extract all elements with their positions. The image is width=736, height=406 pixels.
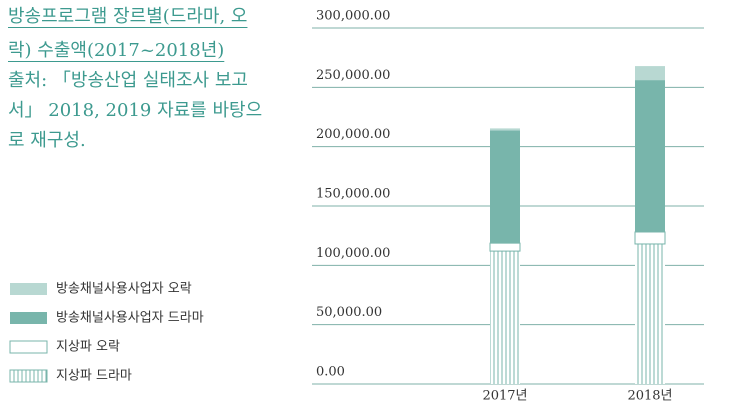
y-tick-label: 250,000.00 — [316, 68, 390, 83]
chart-title: 방송프로그램 장르별(드라마, 오락) 수출액(2017~2018년) — [8, 0, 270, 68]
legend-swatch — [10, 312, 47, 324]
bar-segment — [489, 242, 521, 252]
bar-segment — [635, 80, 665, 232]
bar-segment — [634, 231, 666, 245]
legend-swatch — [10, 283, 47, 295]
bar-segment — [490, 128, 520, 131]
chart-title-text: 방송프로그램 장르별(드라마, 오락) 수출액(2017~2018년) — [8, 6, 248, 61]
bar-segment — [490, 251, 520, 384]
y-tick-label: 100,000.00 — [316, 246, 390, 261]
bar-segment — [635, 66, 665, 81]
x-tick-label: 2018년 — [627, 389, 672, 404]
legend-label: 지상파 드라마 — [56, 369, 132, 384]
legend-label: 방송채널사용사업자 오락 — [56, 282, 192, 297]
x-tick-label: 2017년 — [482, 389, 527, 404]
y-tick-label: 50,000.00 — [316, 305, 382, 320]
y-tick-label: 200,000.00 — [316, 127, 390, 142]
legend-label: 지상파 오락 — [56, 340, 120, 355]
y-tick-label: 0.00 — [316, 365, 345, 380]
bar-segment — [635, 243, 665, 384]
y-tick-label: 150,000.00 — [316, 187, 390, 202]
legend-label: 방송채널사용사업자 드라마 — [56, 311, 204, 326]
legend-swatch — [9, 340, 48, 354]
legend-swatch — [9, 369, 48, 383]
source-note: 출처: 「방송산업 실태조사 보고서」 2018, 2019 자료를 바탕으로 … — [8, 70, 263, 151]
y-tick-label: 300,000.00 — [316, 9, 390, 24]
bar-segment — [490, 130, 520, 244]
